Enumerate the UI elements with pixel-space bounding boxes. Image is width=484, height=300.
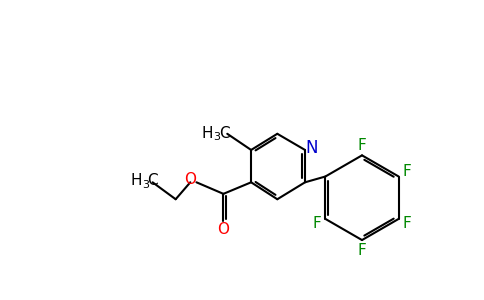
Text: F: F <box>403 216 412 231</box>
Text: F: F <box>358 138 366 153</box>
Text: 3: 3 <box>213 132 220 142</box>
Text: H: H <box>130 173 142 188</box>
Text: O: O <box>217 222 229 237</box>
Text: F: F <box>403 164 412 179</box>
Text: C: C <box>147 173 158 188</box>
Text: F: F <box>358 243 366 258</box>
Text: O: O <box>184 172 197 188</box>
Text: F: F <box>312 216 321 231</box>
Text: H: H <box>202 125 213 140</box>
Text: C: C <box>219 125 229 140</box>
Text: N: N <box>305 140 318 158</box>
Text: 3: 3 <box>142 180 149 190</box>
